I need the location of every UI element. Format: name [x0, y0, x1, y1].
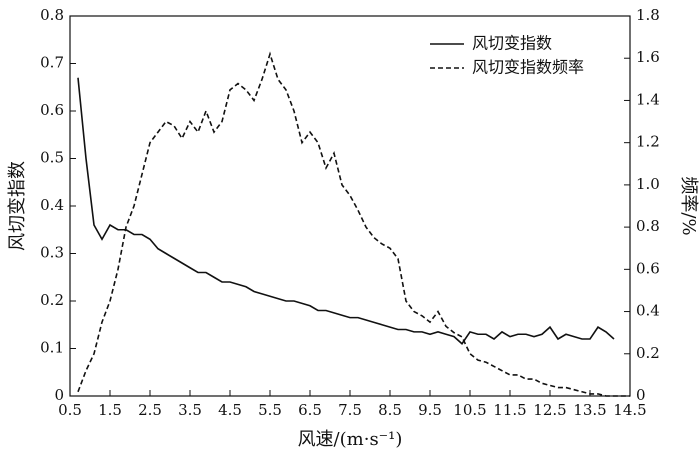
y-tick-label: 0.2: [40, 291, 64, 309]
y2-tick-label: 1.4: [636, 90, 660, 108]
x-tick-label: 8.5: [378, 401, 402, 419]
series-line: [78, 78, 630, 344]
y-tick-label: 0.1: [40, 339, 64, 357]
y-tick-label: 0: [54, 386, 64, 404]
x-tick-label: 5.5: [258, 401, 282, 419]
y2-tick-label: 1.8: [636, 6, 660, 24]
y-tick-label: 0.3: [40, 244, 64, 262]
x-tick-label: 9.5: [418, 401, 442, 419]
x-tick-label: 14.5: [613, 401, 646, 419]
x-tick-label: 13.5: [573, 401, 606, 419]
y-tick-label: 0.5: [40, 149, 64, 167]
series-line: [77, 51, 630, 397]
x-tick-label: 2.5: [138, 401, 162, 419]
y2-tick-label: 1.2: [636, 133, 660, 151]
y-axis-title: 风切变指数: [7, 161, 28, 251]
y2-tick-label: 1.6: [636, 48, 660, 66]
x-tick-label: 7.5: [338, 401, 362, 419]
legend-label: 风切变指数: [472, 34, 552, 53]
y2-tick-label: 0.8: [636, 217, 660, 235]
x-tick-label: 10.5: [453, 401, 486, 419]
x-tick-label: 6.5: [298, 401, 322, 419]
y-tick-label: 0.6: [40, 101, 64, 119]
x-tick-label: 0.5: [58, 401, 82, 419]
x-tick-label: 11.5: [493, 401, 526, 419]
y-tick-label: 0.7: [40, 54, 64, 72]
y2-tick-label: 0.2: [636, 344, 660, 362]
x-tick-label: 12.5: [533, 401, 566, 419]
y2-axis-title: 频率/%: [678, 176, 699, 235]
y2-tick-label: 0: [636, 386, 646, 404]
y-tick-label: 0.4: [40, 196, 64, 214]
x-tick-label: 3.5: [178, 401, 202, 419]
y2-tick-label: 0.6: [636, 259, 660, 277]
x-axis-title: 风速/(m·s⁻¹): [298, 429, 403, 450]
x-tick-label: 4.5: [218, 401, 242, 419]
legend-label: 风切变指数频率: [472, 58, 584, 77]
y2-tick-label: 1.0: [636, 175, 660, 193]
y-tick-label: 0.8: [40, 6, 64, 24]
x-tick-label: 1.5: [98, 401, 122, 419]
y2-tick-label: 0.4: [636, 302, 660, 320]
